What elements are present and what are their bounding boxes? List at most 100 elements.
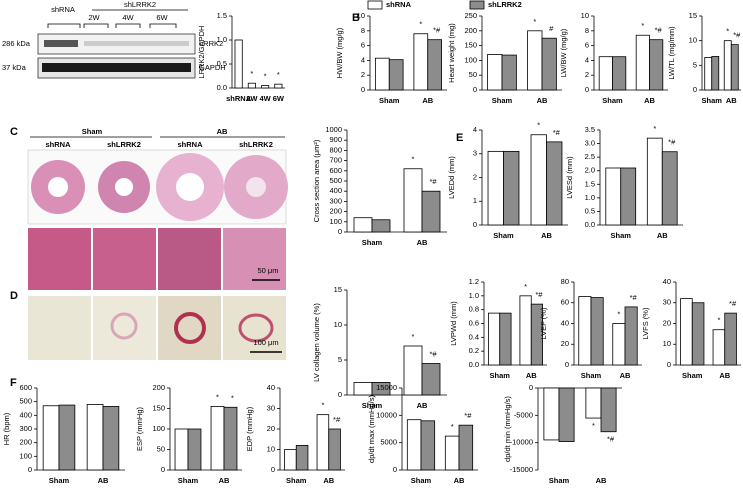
bar — [501, 54, 517, 91]
panel-label: F — [10, 377, 17, 389]
blot-time: 2W — [88, 13, 100, 22]
bar — [661, 151, 678, 226]
annotation: *# — [729, 299, 737, 308]
bar — [605, 167, 622, 226]
bar — [427, 39, 443, 91]
y-tick-label: 0.6 — [469, 318, 479, 327]
y-tick-label: 0.5 — [217, 59, 227, 68]
x-tick-label: Sham — [682, 371, 703, 380]
y-axis-label: LVFS (%) — [641, 307, 650, 339]
x-tick-label: Sham — [611, 231, 632, 240]
myocyte-images — [28, 228, 286, 290]
y-tick-label: 400 — [329, 186, 342, 195]
bar — [371, 381, 391, 396]
x-tick-label: AB — [620, 371, 631, 380]
x-tick-label: AB — [323, 476, 334, 485]
y-axis-label: HR (bpm) — [2, 412, 11, 445]
annotation: * — [250, 69, 253, 78]
y-axis-label: LVPWd (mm) — [449, 301, 458, 346]
y-tick-label: 0 — [473, 85, 477, 94]
y-axis-label: Cross section area (μm²) — [312, 139, 321, 222]
blot-group: shRNA — [51, 5, 75, 14]
bar — [42, 405, 60, 471]
annotation: *# — [535, 290, 543, 299]
x-tick-label: shRNA — [226, 94, 252, 103]
y-tick-label: 15 — [689, 11, 697, 20]
bar — [247, 82, 256, 89]
y-axis-label: LRRK2/GAPDH — [197, 26, 206, 79]
bar — [590, 297, 604, 366]
scale-bar-label: 50 μm — [258, 266, 279, 275]
y-tick-label: 20 — [561, 339, 569, 348]
y-tick-label: 6 — [361, 41, 365, 50]
bar — [234, 39, 243, 89]
y-tick-label: 5000 — [380, 438, 397, 447]
subgroup-label: shRNA — [45, 140, 71, 149]
subgroup-label: shLRRK2 — [239, 140, 273, 149]
y-tick-label: 0 — [667, 360, 671, 369]
y-tick-label: 2 — [361, 70, 365, 79]
y-tick-label: 600 — [329, 166, 342, 175]
annotation: * — [264, 72, 267, 81]
heart-sections — [27, 149, 288, 225]
bar — [388, 59, 404, 91]
bar — [530, 303, 543, 366]
panel-label: E — [456, 132, 463, 144]
bar — [403, 345, 423, 396]
annotation: * — [231, 393, 234, 402]
x-tick-label: AB — [541, 231, 552, 240]
y-tick-label: 0 — [393, 465, 397, 474]
x-tick-label: Sham — [581, 371, 602, 380]
y-tick-label: 500 — [19, 397, 32, 406]
x-tick-label: AB — [417, 401, 428, 410]
y-tick-label: 5 — [338, 355, 342, 364]
x-tick-label: Sham — [362, 238, 383, 247]
x-tick-label: Sham — [602, 96, 623, 105]
y-tick-label: 0 — [693, 85, 697, 94]
y-tick-label: 1.0 — [217, 35, 227, 44]
annotation: * — [412, 332, 415, 341]
annotation: * — [216, 392, 219, 401]
bar — [86, 403, 104, 471]
y-tick-label: 400 — [19, 410, 32, 419]
annotation: *# — [630, 293, 638, 302]
y-tick-label: 0 — [361, 85, 365, 94]
y-tick-label: 0.4 — [469, 332, 479, 341]
y-tick-label: 2.0 — [585, 166, 595, 175]
bar — [541, 37, 557, 91]
y-tick-label: 10 — [334, 320, 342, 329]
bar — [530, 134, 547, 226]
y-tick-label: 0.0 — [217, 83, 227, 92]
y-tick-label: 60 — [561, 298, 569, 307]
y-tick-label: 0 — [565, 360, 569, 369]
bar — [406, 419, 422, 471]
y-axis-label: ESP (mmHg) — [135, 406, 144, 451]
y-tick-label: 0.2 — [469, 346, 479, 355]
legend-label: shLRRK2 — [488, 0, 522, 9]
bar — [620, 167, 637, 226]
y-axis-label: LV collagen volume (%) — [312, 303, 321, 382]
y-tick-label: 3.0 — [585, 139, 595, 148]
y-tick-label: 2 — [585, 70, 589, 79]
y-tick-label: 250 — [464, 11, 477, 20]
y-axis-label: EDP (mmHg) — [245, 406, 254, 451]
legend-swatch — [469, 0, 485, 10]
x-tick-label: AB — [526, 371, 537, 380]
y-tick-label: 100 — [464, 55, 477, 64]
bar — [487, 150, 504, 226]
x-tick-label: AB — [454, 476, 465, 485]
bar — [295, 444, 309, 471]
y-tick-label: 0 — [338, 390, 342, 399]
bar — [704, 57, 713, 91]
bar — [612, 56, 627, 91]
bar — [210, 406, 225, 471]
annotation: * — [653, 124, 656, 133]
scale-bar-label: 100 μm — [253, 338, 278, 347]
bar — [274, 83, 283, 89]
y-tick-label: 100 — [152, 424, 165, 433]
bar — [649, 39, 664, 91]
y-tick-label: 1000 — [325, 125, 342, 134]
bar — [458, 424, 474, 471]
y-tick-label: 5 — [693, 60, 697, 69]
bar — [487, 54, 503, 91]
